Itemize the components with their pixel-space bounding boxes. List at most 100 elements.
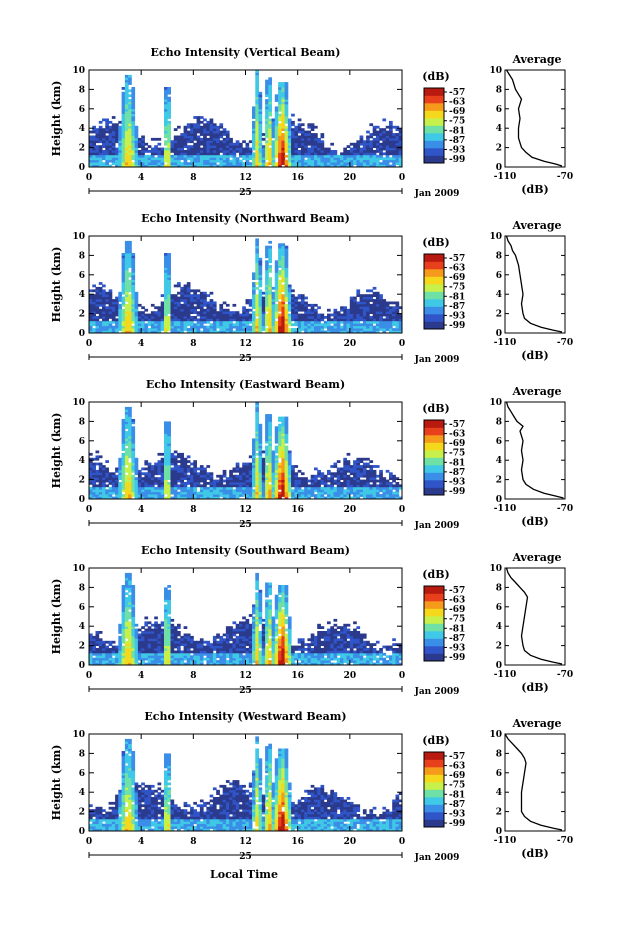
average-profile-line [505,567,563,665]
y-tick-label: 2 [79,808,85,818]
x-tick-label: 0 [399,837,405,847]
colorbar-tick-label: -75 [449,781,465,791]
y-tick-label: 10 [72,232,85,242]
y-tick-label: 8 [79,85,85,95]
colorbar-tick-label: -93 [449,643,465,653]
y-tick-label: 0 [79,827,85,837]
colorbar-swatch [424,133,444,141]
avg-y-tick-label: 4 [496,124,502,134]
average-profile-line [505,69,563,167]
x-tick-label: 4 [138,505,144,515]
colorbar-tick-label: -81 [449,292,465,302]
colorbar-swatch [424,103,444,111]
x-tick-label: 0 [399,505,405,515]
avg-y-tick-label: 8 [496,583,502,593]
colorbar-swatch [424,819,444,828]
avg-x-label: (dB) [521,349,548,362]
y-tick-label: 10 [72,66,85,76]
colorbar-tick-label: -75 [449,449,465,459]
avg-y-tick-label: 0 [496,329,502,339]
colorbar-tick-label: -81 [449,458,465,468]
y-tick-label: 4 [79,456,85,466]
average-frame [504,235,566,334]
x-tick-label: 4 [138,837,144,847]
colorbar-tick-label: -87 [449,634,465,644]
avg-x-label: (dB) [521,681,548,694]
colorbar-tick-label: -63 [449,762,465,772]
x-tick-label: 4 [138,671,144,681]
heatmap-cells [89,70,403,168]
colorbar-swatch [424,140,444,149]
colorbar-tick-label: -93 [449,477,465,487]
x-tick-label: 0 [86,505,92,515]
colorbar-swatch [424,118,444,126]
colorbar-tick-label: -81 [449,790,465,800]
colorbar-tick-label: -87 [449,302,465,312]
y-tick-label: 4 [79,290,85,300]
x-tick-label: 8 [190,671,196,681]
colorbar-swatch [424,261,444,270]
y-tick-label: 8 [79,417,85,427]
colorbar-swatch [424,442,444,451]
colorbar-tick-label: -69 [449,439,465,449]
y-axis-label: Height (km) [50,81,63,157]
y-tick-label: 0 [79,661,85,671]
colorbar-tick-label: -99 [449,155,465,165]
x-tick-label: 20 [344,671,357,681]
y-tick-label: 4 [79,124,85,134]
avg-x-label: (dB) [521,847,548,860]
avg-y-tick-label: 6 [496,437,502,447]
x-tick-label: 16 [291,837,304,847]
average-title: Average [511,717,561,730]
x-tick-label: 12 [239,505,252,515]
colorbar-swatch [424,321,444,330]
average-title: Average [511,219,561,232]
colorbar-tick-label: -63 [449,98,465,108]
colorbar-unit: (dB) [422,70,449,83]
avg-y-tick-label: 8 [496,749,502,759]
avg-x-tick-label: -70 [557,504,573,514]
colorbar-swatch [424,789,444,798]
x-tick-label: 0 [86,339,92,349]
colorbar-tick-label: -87 [449,800,465,810]
panel-title: Echo Intensity (Eastward Beam) [146,378,345,391]
heatmap-cells [89,402,403,500]
colorbar-swatch [424,254,444,262]
avg-y-tick-label: 0 [496,495,502,505]
x-tick-label: 4 [138,339,144,349]
x-tick-label: 20 [344,339,357,349]
colorbar-tick-label: -63 [449,596,465,606]
day-label: 25 [239,354,252,364]
avg-x-tick-label: -110 [494,836,517,846]
colorbar-tick-label: -75 [449,283,465,293]
avg-y-tick-label: 4 [496,456,502,466]
colorbar-swatch [424,608,444,617]
panel-title: Echo Intensity (Northward Beam) [141,212,350,225]
day-label: 25 [239,686,252,696]
y-tick-label: 6 [79,769,85,779]
colorbar-frame [423,87,445,164]
colorbar-frame [423,751,445,828]
colorbar-swatch [424,269,444,277]
colorbar-tick-label: -63 [449,430,465,440]
colorbar-tick-label: -81 [449,126,465,136]
average-frame [504,733,566,832]
x-tick-label: 12 [239,339,252,349]
y-tick-label: 2 [79,642,85,652]
y-axis-label: Height (km) [50,745,63,821]
colorbar-swatch [424,646,444,654]
panel-2: Echo Intensity (Northward Beam) 0 2 4 6 8 10 He… [50,212,573,365]
colorbar-swatch [424,299,444,307]
date-label: Jan 2009 [414,189,460,199]
avg-y-tick-label: 0 [496,661,502,671]
y-tick-label: 2 [79,144,85,154]
colorbar-tick-label: -75 [449,117,465,127]
avg-y-tick-label: 6 [496,105,502,115]
avg-y-tick-label: 0 [496,827,502,837]
avg-x-label: (dB) [521,515,548,528]
avg-y-tick-label: 4 [496,290,502,300]
colorbar-tick-label: -99 [449,487,465,497]
avg-y-tick-label: 10 [489,66,502,76]
x-tick-label: 20 [344,837,357,847]
panel-title: Echo Intensity (Southward Beam) [141,544,350,557]
